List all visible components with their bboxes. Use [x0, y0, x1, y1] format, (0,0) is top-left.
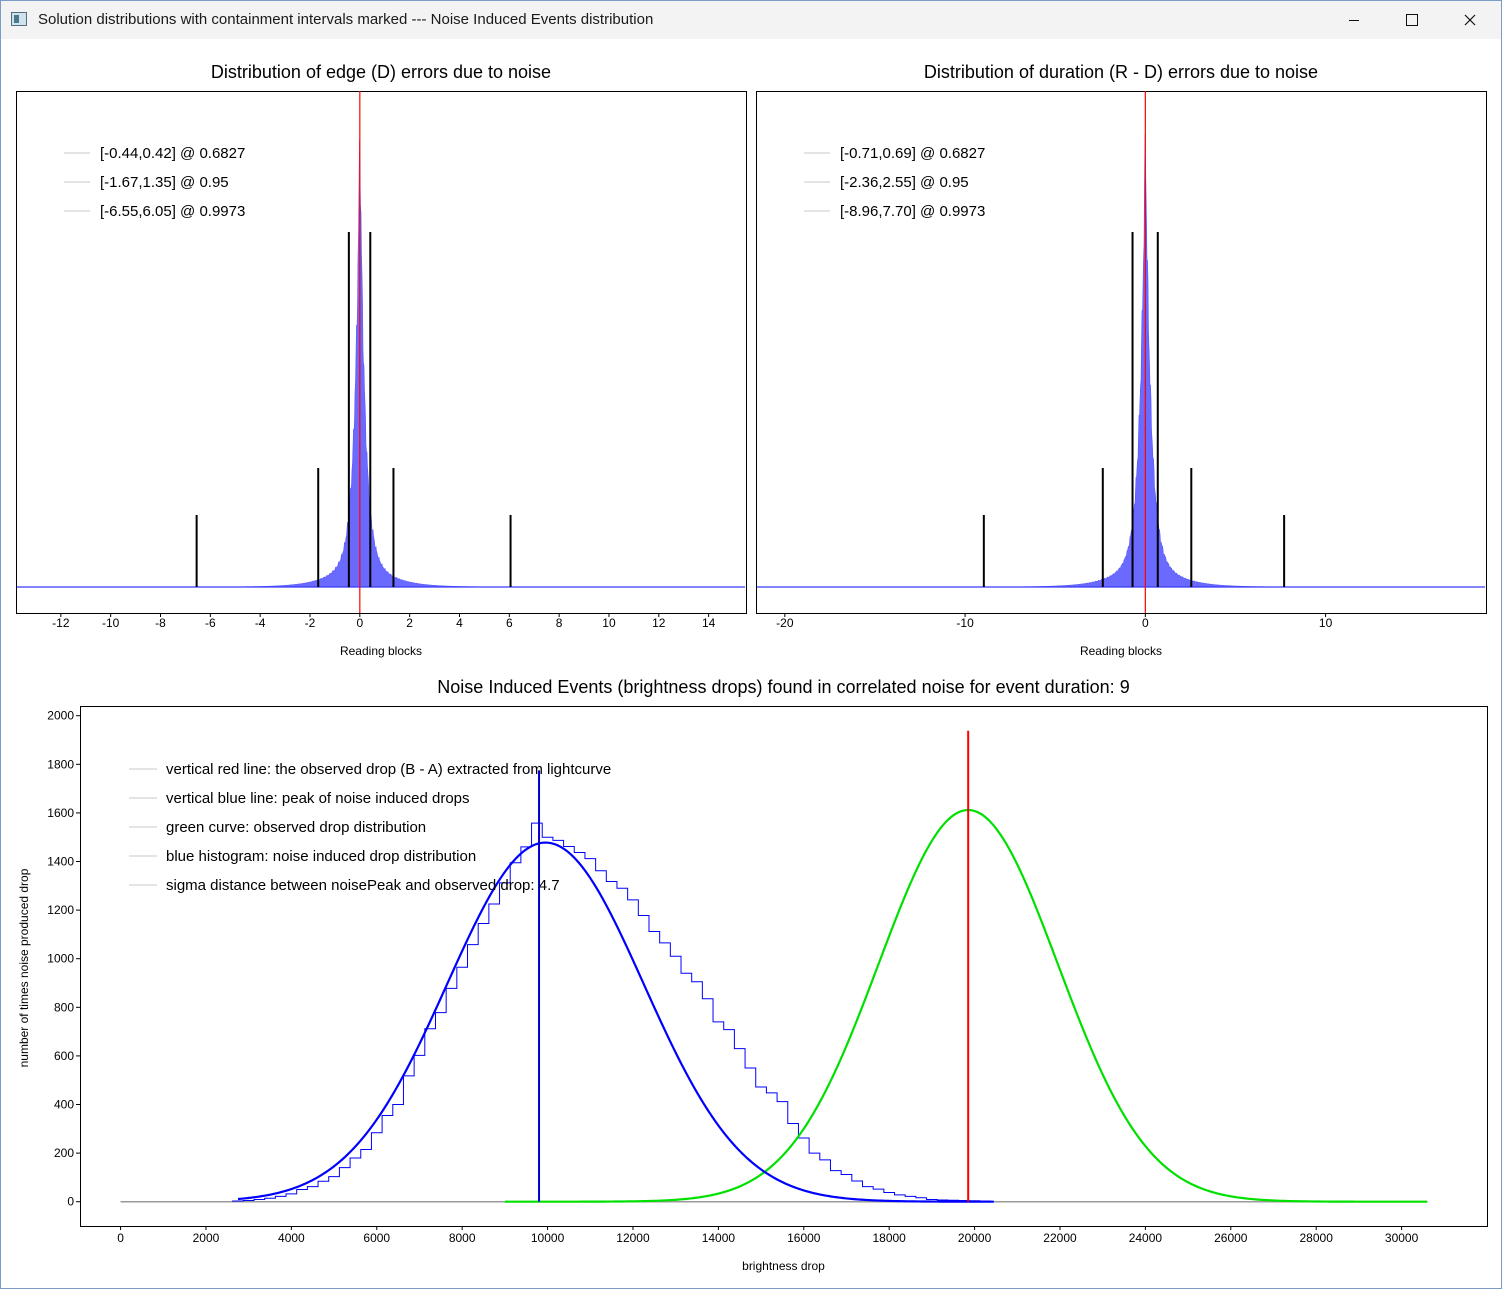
x-axis-label: brightness drop — [742, 1259, 825, 1273]
chart-title: Distribution of duration (R - D) errors … — [924, 62, 1318, 82]
blue-histogram — [232, 822, 992, 1202]
legend-item: vertical red line: the observed drop (B … — [166, 761, 611, 778]
blue-curve — [237, 841, 994, 1203]
x-tick-label: 6 — [506, 616, 513, 630]
x-tick-label: 10 — [602, 616, 616, 630]
x-tick-label: -8 — [155, 616, 166, 630]
y-tick-label: 200 — [54, 1146, 74, 1160]
x-tick-label: 12 — [652, 616, 666, 630]
legend-item: blue histogram: noise induced drop distr… — [166, 848, 476, 865]
x-tick-label: 6000 — [363, 1231, 390, 1245]
y-tick-label: 2000 — [47, 709, 74, 723]
y-tick-label: 1800 — [47, 757, 74, 771]
x-axis-label: Reading blocks — [340, 644, 422, 658]
x-tick-label: -10 — [956, 616, 974, 630]
x-tick-label: 4000 — [278, 1231, 305, 1245]
chart-title: Noise Induced Events (brightness drops) … — [437, 677, 1129, 697]
legend-item: sigma distance between noisePeak and obs… — [166, 877, 560, 894]
plot-frame — [16, 91, 747, 614]
x-tick-label: 22000 — [1043, 1231, 1077, 1245]
x-tick-label: 2000 — [193, 1231, 220, 1245]
x-tick-label: 12000 — [616, 1231, 650, 1245]
minimize-button[interactable] — [1331, 1, 1377, 39]
histogram-chart-2: Distribution of duration (R - D) errors … — [756, 62, 1487, 658]
x-tick-label: -10 — [102, 616, 120, 630]
x-tick-label: 28000 — [1300, 1231, 1334, 1245]
maximize-button[interactable] — [1389, 1, 1435, 39]
x-tick-label: 18000 — [872, 1231, 906, 1245]
y-axis-label: number of times noise produced drop — [17, 868, 31, 1067]
x-tick-label: 0 — [356, 616, 363, 630]
x-tick-label: -4 — [255, 616, 266, 630]
legend-item: [-8.96,7.70] @ 0.9973 — [840, 203, 985, 220]
green-curve — [504, 808, 1428, 1203]
close-icon — [1464, 14, 1476, 26]
window-title: Solution distributions with containment … — [38, 11, 654, 28]
x-tick-label: 14 — [702, 616, 716, 630]
x-tick-label: 16000 — [787, 1231, 821, 1245]
histogram-chart-1: Distribution of edge (D) errors due to n… — [16, 62, 747, 658]
legend-item: green curve: observed drop distribution — [166, 819, 426, 836]
x-tick-label: -2 — [305, 616, 316, 630]
legend-item: [-1.67,1.35] @ 0.95 — [100, 174, 229, 191]
x-tick-label: 0 — [117, 1231, 124, 1245]
x-tick-label: 4 — [456, 616, 463, 630]
x-tick-label: 14000 — [702, 1231, 736, 1245]
x-tick-label: 0 — [1142, 616, 1149, 630]
x-tick-label: 10 — [1319, 616, 1333, 630]
title-bar[interactable]: Solution distributions with containment … — [1, 1, 1501, 39]
x-axis-label: Reading blocks — [1080, 644, 1162, 658]
x-tick-label: -12 — [52, 616, 70, 630]
x-tick-label: 26000 — [1214, 1231, 1248, 1245]
y-tick-label: 0 — [67, 1195, 74, 1209]
plot-frame — [756, 91, 1487, 614]
plot-frame — [80, 706, 1488, 1227]
x-tick-label: 30000 — [1385, 1231, 1419, 1245]
charts-canvas: Distribution of edge (D) errors due to n… — [16, 62, 1488, 1273]
y-tick-label: 1600 — [47, 806, 74, 820]
x-tick-label: -6 — [205, 616, 216, 630]
y-tick-label: 400 — [54, 1098, 74, 1112]
x-tick-label: -20 — [776, 616, 794, 630]
close-button[interactable] — [1447, 1, 1493, 39]
x-tick-label: 10000 — [531, 1231, 565, 1245]
y-tick-label: 1000 — [47, 952, 74, 966]
x-tick-label: 2 — [406, 616, 413, 630]
legend-item: vertical blue line: peak of noise induce… — [166, 790, 470, 807]
y-tick-label: 800 — [54, 1000, 74, 1014]
noise-events-chart: Noise Induced Events (brightness drops) … — [17, 677, 1488, 1273]
minimize-icon — [1349, 20, 1359, 21]
y-tick-label: 1200 — [47, 903, 74, 917]
legend-item: [-6.55,6.05] @ 0.9973 — [100, 203, 245, 220]
y-tick-label: 1400 — [47, 855, 74, 869]
chart-title: Distribution of edge (D) errors due to n… — [211, 62, 551, 82]
x-tick-label: 8 — [556, 616, 563, 630]
legend-item: [-0.44,0.42] @ 0.6827 — [100, 145, 245, 162]
x-tick-label: 8000 — [449, 1231, 476, 1245]
legend-item: [-2.36,2.55] @ 0.95 — [840, 174, 969, 191]
x-tick-label: 24000 — [1129, 1231, 1163, 1245]
legend-item: [-0.71,0.69] @ 0.6827 — [840, 145, 985, 162]
y-tick-label: 600 — [54, 1049, 74, 1063]
x-tick-label: 20000 — [958, 1231, 992, 1245]
maximize-icon — [1406, 14, 1418, 26]
app-icon — [11, 12, 27, 26]
